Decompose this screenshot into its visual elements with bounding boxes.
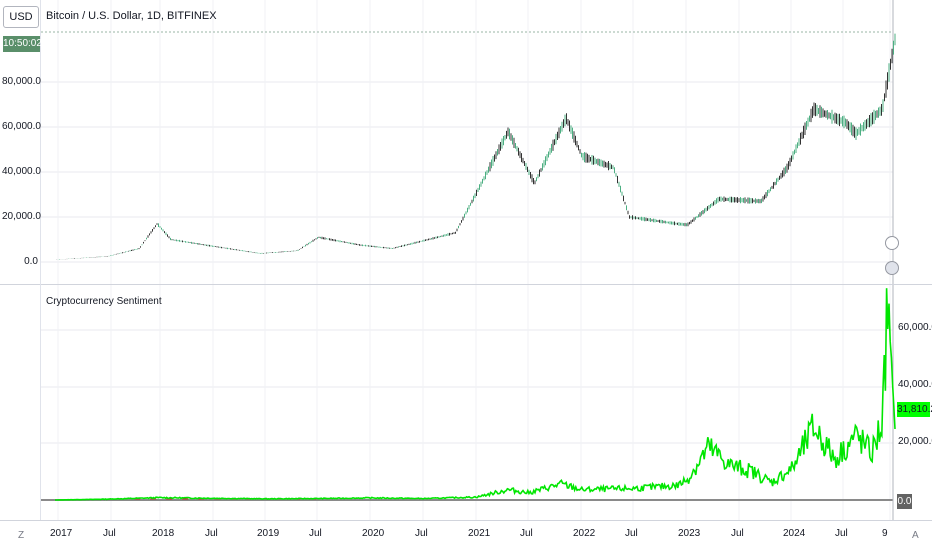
- zoom-button[interactable]: Z: [18, 530, 25, 541]
- price-ytick: 40,000.0: [2, 166, 41, 177]
- price-ytick: 0.0: [24, 256, 38, 267]
- auto-scale-button[interactable]: A: [912, 530, 919, 541]
- time-axis-label: 2017: [50, 528, 73, 539]
- countdown-price-tag: 10:50:02: [3, 36, 42, 52]
- currency-button[interactable]: USD: [3, 6, 39, 28]
- time-axis-label: Jul: [415, 528, 428, 539]
- indicator-zero-label: 0.0: [897, 494, 912, 509]
- price-pane[interactable]: [0, 0, 932, 285]
- price-ytick: 60,000.0: [2, 121, 41, 132]
- time-axis-border: [0, 520, 932, 521]
- price-ytick: 80,000.0: [2, 76, 41, 87]
- time-axis-label: 9: [882, 528, 888, 539]
- time-axis-label: Jul: [731, 528, 744, 539]
- time-axis-label: 2024: [783, 528, 806, 539]
- indicator-ytick: 60,000.0: [898, 322, 932, 333]
- indicator-ytick: 20,000.0: [898, 436, 932, 447]
- time-axis-label: 2019: [257, 528, 280, 539]
- time-axis-label: Jul: [520, 528, 533, 539]
- left-scale-border: [40, 0, 41, 521]
- crosshair-icon[interactable]: [885, 236, 899, 250]
- pane-separator[interactable]: [0, 284, 932, 285]
- indicator-title[interactable]: Cryptocurrency Sentiment: [46, 296, 162, 307]
- alert-icon[interactable]: [885, 261, 899, 275]
- sentiment-line: [55, 288, 896, 501]
- time-axis-label: Jul: [835, 528, 848, 539]
- time-axis-label: 2018: [152, 528, 175, 539]
- time-axis-label: Jul: [625, 528, 638, 539]
- time-axis-label: 2021: [468, 528, 491, 539]
- time-axis-label: Jul: [309, 528, 322, 539]
- price-chart[interactable]: [0, 0, 932, 285]
- time-axis-label: Jul: [103, 528, 116, 539]
- time-axis-label: Jul: [205, 528, 218, 539]
- indicator-ytick: 40,000.0: [898, 379, 932, 390]
- price-ytick: 20,000.0: [2, 211, 41, 222]
- indicator-pane[interactable]: [0, 285, 932, 521]
- indicator-last-value: 31,810.2: [897, 402, 932, 417]
- indicator-chart[interactable]: [0, 285, 932, 521]
- time-axis-label: 2020: [362, 528, 385, 539]
- time-axis-label: 2022: [573, 528, 596, 539]
- symbol-title[interactable]: Bitcoin / U.S. Dollar, 1D, BITFINEX: [46, 10, 217, 22]
- time-axis-label: 2023: [678, 528, 701, 539]
